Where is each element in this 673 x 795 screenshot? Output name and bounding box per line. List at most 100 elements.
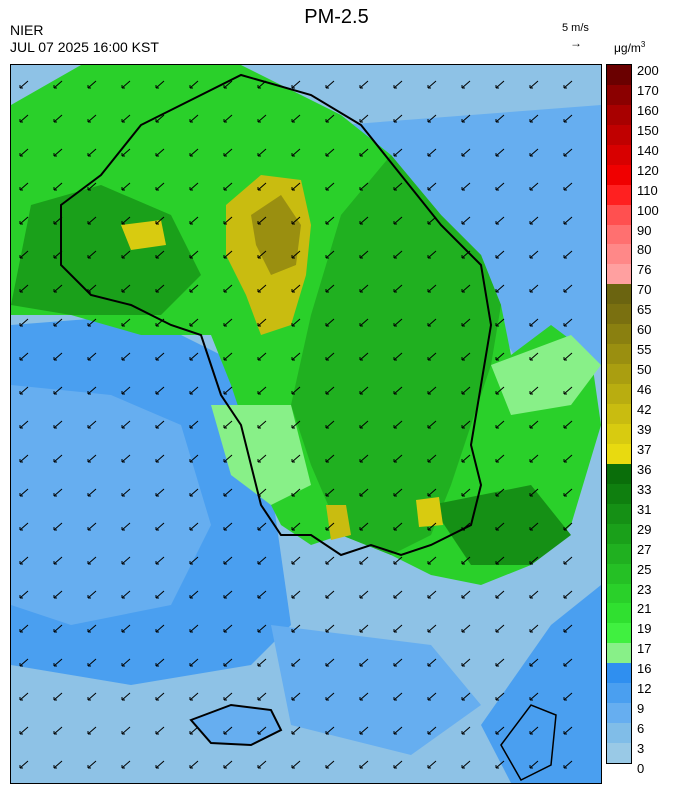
wind-arrow [495, 692, 505, 701]
japan-coastline [500, 704, 557, 781]
wind-arrow [461, 352, 471, 361]
wind-arrow [325, 760, 335, 769]
wind-arrow [495, 624, 505, 633]
wind-arrow [427, 658, 437, 667]
wind-arrow [325, 216, 335, 225]
wind-arrow [291, 760, 301, 769]
wind-arrow [495, 658, 505, 667]
legend-tick-label: 50 [637, 362, 652, 378]
wind-arrow [189, 114, 199, 123]
wind-arrow [495, 522, 505, 531]
legend-tick-label: 0 [637, 761, 645, 776]
wind-arrow [87, 182, 97, 191]
legend-color-segment [607, 224, 631, 245]
wind-arrow [563, 658, 573, 667]
wind-arrow [529, 590, 539, 599]
wind-arrow [359, 658, 369, 667]
wind-arrow [563, 216, 573, 225]
wind-arrow [563, 692, 573, 701]
wind-arrow [393, 760, 403, 769]
legend-color-segment [607, 324, 631, 345]
wind-arrow [427, 624, 437, 633]
wind-arrow [427, 692, 437, 701]
legend-tick-label: 140 [637, 142, 659, 158]
wind-arrow [291, 726, 301, 735]
wind-arrow [189, 522, 199, 531]
wind-arrow [87, 658, 97, 667]
wind-arrow [121, 590, 131, 599]
legend-color-segment [607, 264, 631, 285]
wind-arrow [87, 760, 97, 769]
wind-arrow [461, 114, 471, 123]
wind-arrow [155, 658, 165, 667]
wind-arrow [393, 216, 403, 225]
legend-tick-label: 33 [637, 481, 652, 497]
wind-arrow [87, 726, 97, 735]
legend-color-segment [607, 643, 631, 664]
wind-arrow [257, 522, 267, 531]
wind-arrow [87, 352, 97, 361]
legend-tick-label: 70 [637, 282, 652, 298]
wind-arrow [257, 182, 267, 191]
legend-tick-label: 55 [637, 342, 652, 358]
legend-color-segment [607, 65, 631, 86]
wind-arrow [325, 726, 335, 735]
wind-arrow [121, 318, 131, 327]
wind-arrow [461, 80, 471, 89]
wind-arrow [257, 624, 267, 633]
wind-arrow [495, 726, 505, 735]
wind-arrow [223, 556, 233, 565]
wind-arrow [257, 216, 267, 225]
wind-arrow [53, 556, 63, 565]
wind-arrow [19, 454, 29, 463]
wind-arrow [53, 658, 63, 667]
legend-color-segment [607, 204, 631, 226]
legend-color-segment [607, 503, 631, 525]
legend-tick-label: 80 [637, 242, 652, 258]
wind-arrow [53, 284, 63, 293]
wind-arrow [563, 522, 573, 531]
wind-arrow [53, 692, 63, 701]
wind-arrow [53, 114, 63, 123]
wind-arrow [325, 692, 335, 701]
wind-arrow [121, 658, 131, 667]
wind-arrow [427, 182, 437, 191]
wind-arrow [155, 692, 165, 701]
wind-arrow [291, 692, 301, 701]
wind-arrow [427, 284, 437, 293]
wind-arrow [359, 216, 369, 225]
wind-arrow [223, 726, 233, 735]
wind-arrow [563, 250, 573, 259]
wind-arrow [461, 488, 471, 497]
wind-arrow [461, 386, 471, 395]
legend-color-segment [607, 663, 631, 684]
wind-arrow [19, 318, 29, 327]
wind-arrow [427, 726, 437, 735]
wind-arrow [223, 658, 233, 667]
wind-arrow [563, 352, 573, 361]
wind-arrow [87, 318, 97, 327]
wind-arrow [359, 250, 369, 259]
wind-arrow [291, 624, 301, 633]
wind-arrow [529, 148, 539, 157]
wind-arrow [563, 284, 573, 293]
sea-zone-southeast [481, 585, 601, 783]
wind-arrow [325, 454, 335, 463]
wind-arrow [359, 760, 369, 769]
wind-arrow [87, 216, 97, 225]
wind-arrow [53, 522, 63, 531]
legend-color-segment [607, 244, 631, 265]
legend-color-segment [607, 603, 631, 624]
wind-arrow [87, 624, 97, 633]
wind-arrow [53, 352, 63, 361]
wind-arrow [529, 624, 539, 633]
legend-color-segment [607, 124, 631, 146]
wind-reference-label: 5 m/s [562, 22, 589, 34]
wind-arrow [19, 182, 29, 191]
wind-arrow [461, 250, 471, 259]
wind-arrow [427, 590, 437, 599]
legend-tick-label: 110 [637, 182, 658, 198]
legend-tick-label: 12 [637, 681, 652, 697]
wind-arrow [563, 556, 573, 565]
wind-arrow [155, 420, 165, 429]
